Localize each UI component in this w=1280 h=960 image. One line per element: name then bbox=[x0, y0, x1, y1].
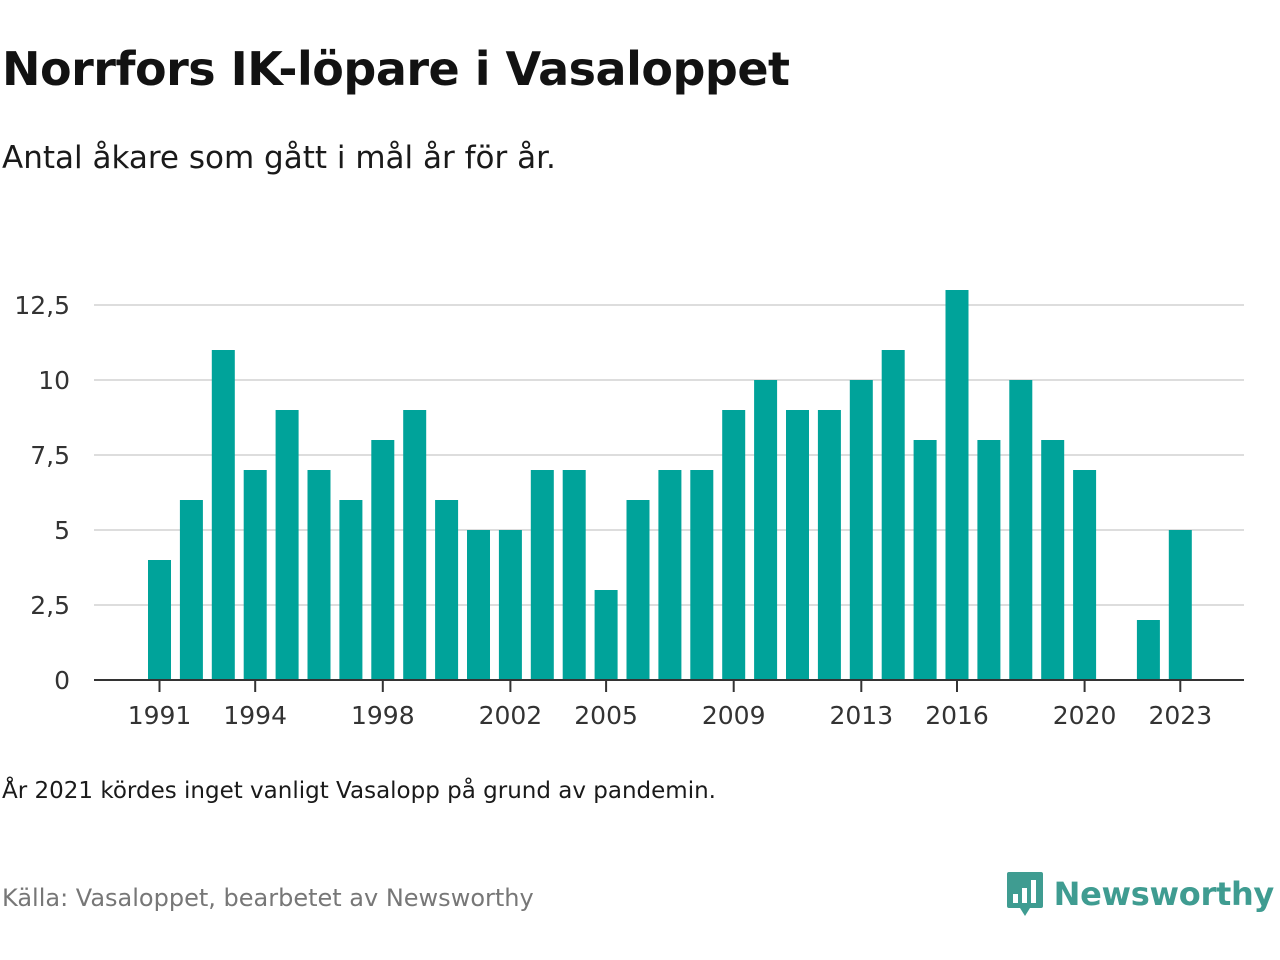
x-tick-label: 2020 bbox=[1053, 701, 1117, 730]
bar-2013 bbox=[849, 380, 873, 680]
bar-2002 bbox=[498, 530, 522, 680]
bar-1994 bbox=[243, 470, 267, 680]
bar-1995 bbox=[275, 410, 299, 680]
chart-note: År 2021 kördes inget vanligt Vasalopp på… bbox=[2, 778, 716, 804]
bar-1993 bbox=[211, 350, 235, 680]
x-tick-label: 2016 bbox=[925, 701, 989, 730]
y-tick-label: 10 bbox=[38, 366, 70, 395]
bar-2022 bbox=[1136, 620, 1160, 680]
chart-title: Norrfors IK-löpare i Vasaloppet bbox=[2, 42, 790, 96]
bar-2017 bbox=[977, 440, 1001, 680]
bar-1999 bbox=[403, 410, 427, 680]
bar-2010 bbox=[754, 380, 778, 680]
bar-2012 bbox=[817, 410, 841, 680]
bar-2016 bbox=[945, 290, 969, 680]
bar-2006 bbox=[626, 500, 650, 680]
bar-2018 bbox=[1009, 380, 1033, 680]
bar-1998 bbox=[371, 440, 395, 680]
x-tick-label: 1994 bbox=[223, 701, 287, 730]
newsworthy-logo: Newsworthy bbox=[1006, 870, 1274, 918]
bar-1996 bbox=[307, 470, 331, 680]
bar-2008 bbox=[690, 470, 714, 680]
bar-1992 bbox=[179, 500, 203, 680]
x-tick-label: 1998 bbox=[351, 701, 415, 730]
bar-1997 bbox=[339, 500, 363, 680]
bar-2009 bbox=[722, 410, 746, 680]
bar-2023 bbox=[1168, 530, 1192, 680]
y-tick-label: 0 bbox=[54, 666, 70, 695]
bar-2011 bbox=[786, 410, 809, 680]
bar-2020 bbox=[1073, 470, 1097, 680]
bar-chart: 0 2,5 5 7,5 10 12,5 1991 1994 1998 2002 2005 2009 20… bbox=[14, 290, 1244, 730]
x-tick-label: 2013 bbox=[829, 701, 893, 730]
bar-2007 bbox=[658, 470, 682, 680]
y-tick-label: 12,5 bbox=[14, 291, 70, 320]
bar-2014 bbox=[881, 350, 905, 680]
bar-2003 bbox=[530, 470, 554, 680]
bar-2019 bbox=[1041, 440, 1065, 680]
bar-2015 bbox=[913, 440, 937, 680]
x-tick-label: 1991 bbox=[128, 701, 192, 730]
x-tick-label: 2023 bbox=[1148, 701, 1212, 730]
x-tick-label: 2005 bbox=[574, 701, 638, 730]
y-tick-label: 7,5 bbox=[30, 441, 70, 470]
x-tick-label: 2009 bbox=[702, 701, 766, 730]
source-text: Källa: Vasaloppet, bearbetet av Newswort… bbox=[2, 884, 534, 912]
newsworthy-logo-icon bbox=[1006, 872, 1043, 916]
y-tick-label: 5 bbox=[54, 516, 70, 545]
bar-2005 bbox=[594, 590, 618, 680]
newsworthy-logo-text: Newsworthy bbox=[1053, 875, 1275, 913]
bar-1991 bbox=[148, 560, 171, 680]
y-tick-label: 2,5 bbox=[30, 591, 70, 620]
bar-2001 bbox=[467, 530, 490, 680]
x-tick-label: 2002 bbox=[479, 701, 543, 730]
chart-subtitle: Antal åkare som gått i mål år för år. bbox=[2, 140, 556, 176]
bar-2004 bbox=[562, 470, 586, 680]
bar-2000 bbox=[435, 500, 459, 680]
